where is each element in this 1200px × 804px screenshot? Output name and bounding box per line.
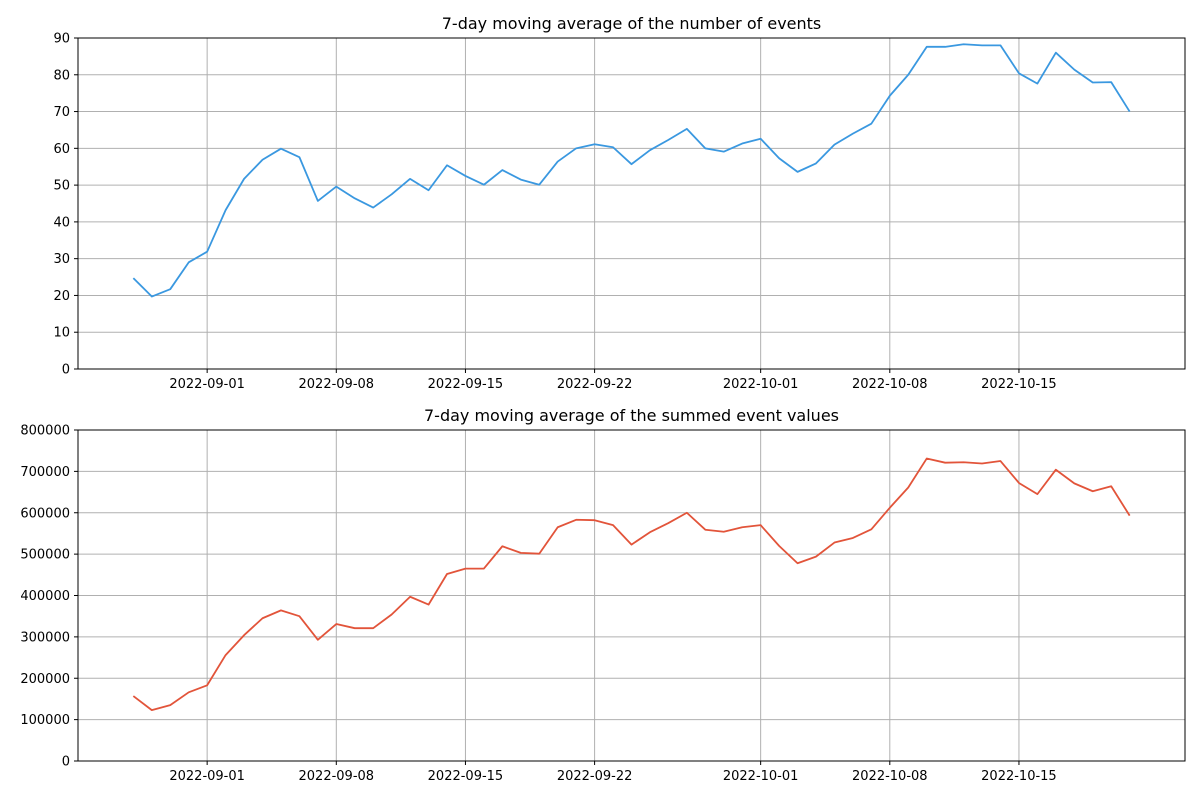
y-tick-label: 30 — [53, 252, 70, 267]
y-tick-label: 0 — [62, 363, 70, 378]
y-tick-label: 100000 — [20, 713, 70, 728]
y-tick-label: 60 — [53, 142, 70, 157]
x-tick-label: 2022-09-08 — [299, 377, 375, 392]
x-tick-label: 2022-10-15 — [981, 377, 1057, 392]
y-tick-label: 300000 — [20, 630, 70, 645]
y-tick-label: 40 — [53, 215, 70, 230]
y-tick-label: 0 — [62, 755, 70, 770]
chart-event-count: 7-day moving average of the number of ev… — [53, 14, 1186, 393]
y-tick-label: 50 — [53, 179, 70, 194]
chart-title: 7-day moving average of the summed event… — [424, 406, 839, 425]
x-tick-label: 2022-09-15 — [428, 769, 504, 784]
grid-lines — [78, 37, 1185, 370]
series-line — [132, 457, 1131, 712]
grid-lines — [78, 429, 1185, 762]
y-tick-label: 800000 — [20, 424, 70, 439]
x-tick-label: 2022-09-15 — [428, 377, 504, 392]
chart-event-value-sum: 7-day moving average of the summed event… — [20, 406, 1186, 785]
plot-frame — [77, 429, 1186, 762]
x-tick-label: 2022-10-08 — [852, 377, 928, 392]
x-tick-label: 2022-10-15 — [981, 769, 1057, 784]
y-tick-label: 200000 — [20, 672, 70, 687]
x-tick-label: 2022-09-22 — [557, 769, 633, 784]
x-tick-label: 2022-10-01 — [723, 377, 799, 392]
x-tick-label: 2022-10-01 — [723, 769, 799, 784]
y-tick-label: 80 — [53, 68, 70, 83]
x-tick-label: 2022-09-22 — [557, 377, 633, 392]
plot-frame — [77, 37, 1186, 370]
y-tick-label: 600000 — [20, 506, 70, 521]
x-tick-label: 2022-10-08 — [852, 769, 928, 784]
y-tick-label: 70 — [53, 105, 70, 120]
chart-title: 7-day moving average of the number of ev… — [442, 14, 822, 33]
y-tick-label: 700000 — [20, 465, 70, 480]
x-tick-label: 2022-09-08 — [299, 769, 375, 784]
axis-ticks: 0 10 20 30 40 50 60 70 80 90 2022-09-01 2022-09-08 2… — [53, 32, 1056, 393]
y-tick-label: 10 — [53, 326, 70, 341]
y-tick-label: 400000 — [20, 589, 70, 604]
x-tick-label: 2022-09-01 — [169, 769, 245, 784]
axis-ticks: 0 100000 200000 300000 400000 500000 600000 700… — [20, 424, 1056, 785]
x-tick-label: 2022-09-01 — [169, 377, 245, 392]
y-tick-label: 500000 — [20, 548, 70, 563]
y-tick-label: 20 — [53, 289, 70, 304]
y-tick-label: 90 — [53, 32, 70, 47]
series-line — [132, 43, 1131, 298]
